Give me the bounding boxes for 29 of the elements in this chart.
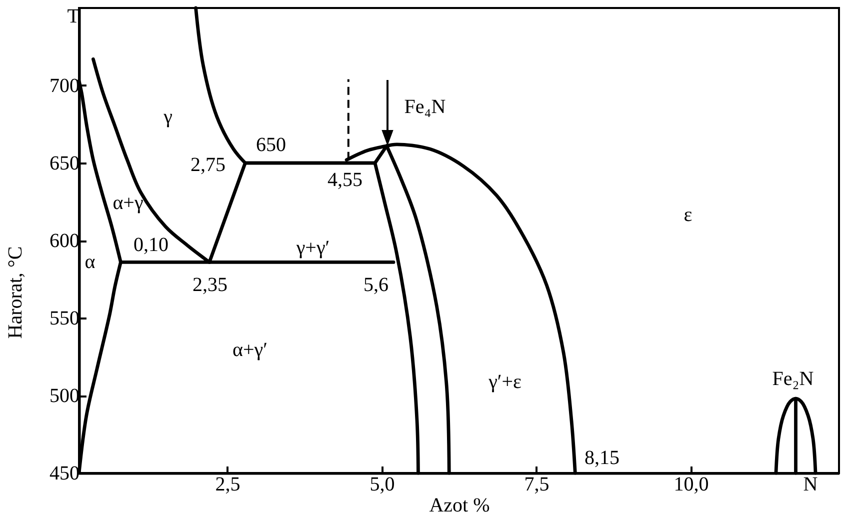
y-tick-label: 650 bbox=[50, 152, 80, 174]
annotation: 4,55 bbox=[328, 169, 362, 191]
annotation: 8,15 bbox=[584, 447, 620, 469]
x-tick-label: 10,0 bbox=[674, 474, 709, 496]
annotation: 5,6 bbox=[364, 274, 388, 296]
y-tick-label: 450 bbox=[50, 462, 80, 484]
y-tick-label: 600 bbox=[50, 230, 80, 252]
x-tick-label: 2,5 bbox=[215, 474, 240, 496]
annotation: γ bbox=[162, 106, 173, 128]
annotation: Fe₄N bbox=[404, 96, 446, 118]
x-axis-title: Azot % bbox=[429, 494, 490, 516]
annotation: 0,10 bbox=[134, 234, 168, 256]
annotation: γ′+ε bbox=[488, 371, 522, 393]
annotation: Fe₂N bbox=[772, 368, 814, 390]
annotation: α+γ bbox=[112, 192, 144, 214]
annotation: α+γ′ bbox=[232, 339, 268, 361]
x-tick-label: 7,5 bbox=[524, 474, 550, 496]
annotation: 2,75 bbox=[190, 154, 226, 176]
x-tick-label: N bbox=[803, 474, 818, 496]
annotation: ε bbox=[684, 204, 692, 226]
annotation: 2,35 bbox=[192, 274, 228, 296]
y-tick-label: 500 bbox=[50, 385, 80, 407]
annotation: 650 bbox=[256, 134, 286, 156]
x-tick-label: 5,0 bbox=[370, 474, 395, 496]
annotation: α bbox=[84, 251, 96, 273]
y-tick-label: 550 bbox=[50, 308, 80, 330]
y-tick-label: 700 bbox=[50, 75, 80, 97]
y-axis-title: Harorat, °C bbox=[4, 246, 26, 339]
annotation: γ+γ′ bbox=[295, 237, 330, 259]
